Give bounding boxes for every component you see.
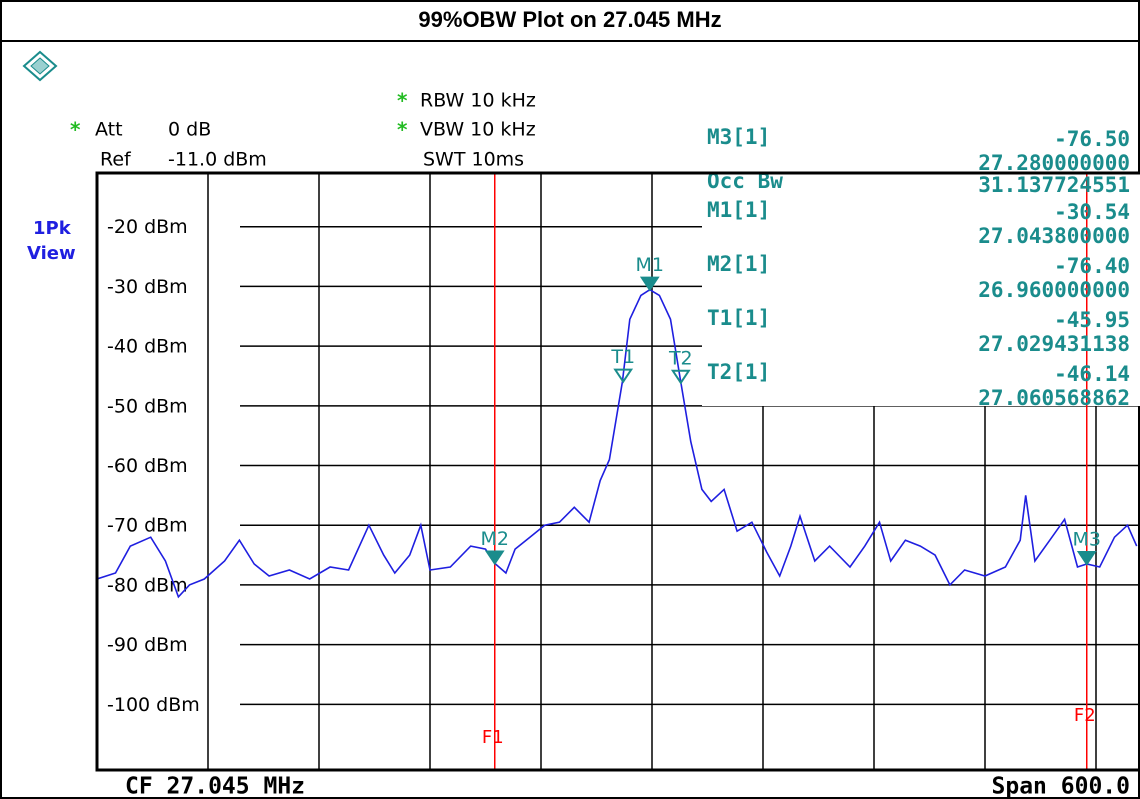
marker-label: M1 (636, 254, 664, 276)
marker-name: M2[1] (707, 252, 770, 276)
center-frequency: CF 27.045 MHz (125, 774, 305, 799)
trace-mode: 1Pk (33, 218, 72, 239)
rbw: RBW 10 kHz (420, 90, 536, 112)
marker (639, 276, 660, 292)
occ-bw-value: 31.137724551 (978, 173, 1130, 197)
marker-name: T2[1] (707, 360, 770, 384)
setting-flag: * (397, 118, 408, 142)
marker-table-background (702, 172, 1140, 406)
y-tick-label: -50 dBm (107, 395, 188, 417)
marker-value: -45.95 (1054, 308, 1130, 332)
y-tick-label: -30 dBm (107, 276, 188, 298)
marker (670, 369, 691, 385)
logo (22, 50, 58, 82)
ref-label: Ref (100, 149, 132, 171)
y-tick-label: -40 dBm (107, 336, 188, 358)
marker-value: -76.50 (1054, 127, 1130, 151)
y-tick-label: -70 dBm (107, 515, 188, 537)
marker-frequency: 27.029431138 (978, 332, 1130, 356)
marker-label: M3 (1073, 529, 1101, 551)
logo-inner (30, 57, 50, 75)
marker-label: T1 (610, 346, 635, 368)
marker-label: M2 (481, 528, 509, 550)
marker-value: -30.54 (1054, 200, 1130, 224)
trace-view: View (27, 243, 76, 264)
marker-name: T1[1] (707, 306, 770, 330)
marker-frequency: 26.960000000 (978, 278, 1130, 302)
y-tick-label: -90 dBm (107, 634, 188, 656)
trace (97, 288, 1138, 599)
marker (1076, 551, 1097, 566)
marker (613, 368, 634, 384)
att-value: 0 dB (168, 119, 211, 141)
chart-title: 99%OBW Plot on 27.045 MHz (418, 7, 721, 32)
frequency-line-label: F2 (1074, 705, 1096, 726)
marker (484, 550, 505, 566)
y-tick-label: -100 dBm (107, 694, 200, 716)
marker-label: T2 (668, 347, 693, 369)
span: Span 600.0 (992, 774, 1130, 799)
y-tick-label: -20 dBm (107, 216, 188, 238)
att-label: Att (95, 119, 123, 141)
ref-value: -11.0 dBm (168, 149, 267, 171)
setting-flag: * (397, 89, 408, 113)
marker-frequency: 27.280000000 (978, 151, 1130, 175)
marker-value: -46.14 (1054, 362, 1130, 386)
y-tick-label: -80 dBm (107, 574, 188, 596)
grid: -20 dBm -30 dBm -40 dBm -50 dBm -60 dBm -70 d… (105, 173, 1140, 770)
vbw: VBW 10 kHz (420, 119, 536, 141)
marker-name: M1[1] (707, 198, 770, 222)
marker-name: M3[1] (707, 125, 770, 149)
plot-frame (95, 171, 1140, 772)
setting-flag: * (70, 118, 81, 142)
frequency-line-label: F1 (482, 727, 504, 748)
marker-frequency: 27.043800000 (978, 224, 1130, 248)
y-tick-label: -60 dBm (107, 455, 188, 477)
marker-value: -76.40 (1054, 254, 1130, 278)
marker-frequency: 27.060568862 (978, 386, 1130, 410)
swt: SWT 10ms (423, 149, 524, 171)
plot (97, 288, 1138, 599)
